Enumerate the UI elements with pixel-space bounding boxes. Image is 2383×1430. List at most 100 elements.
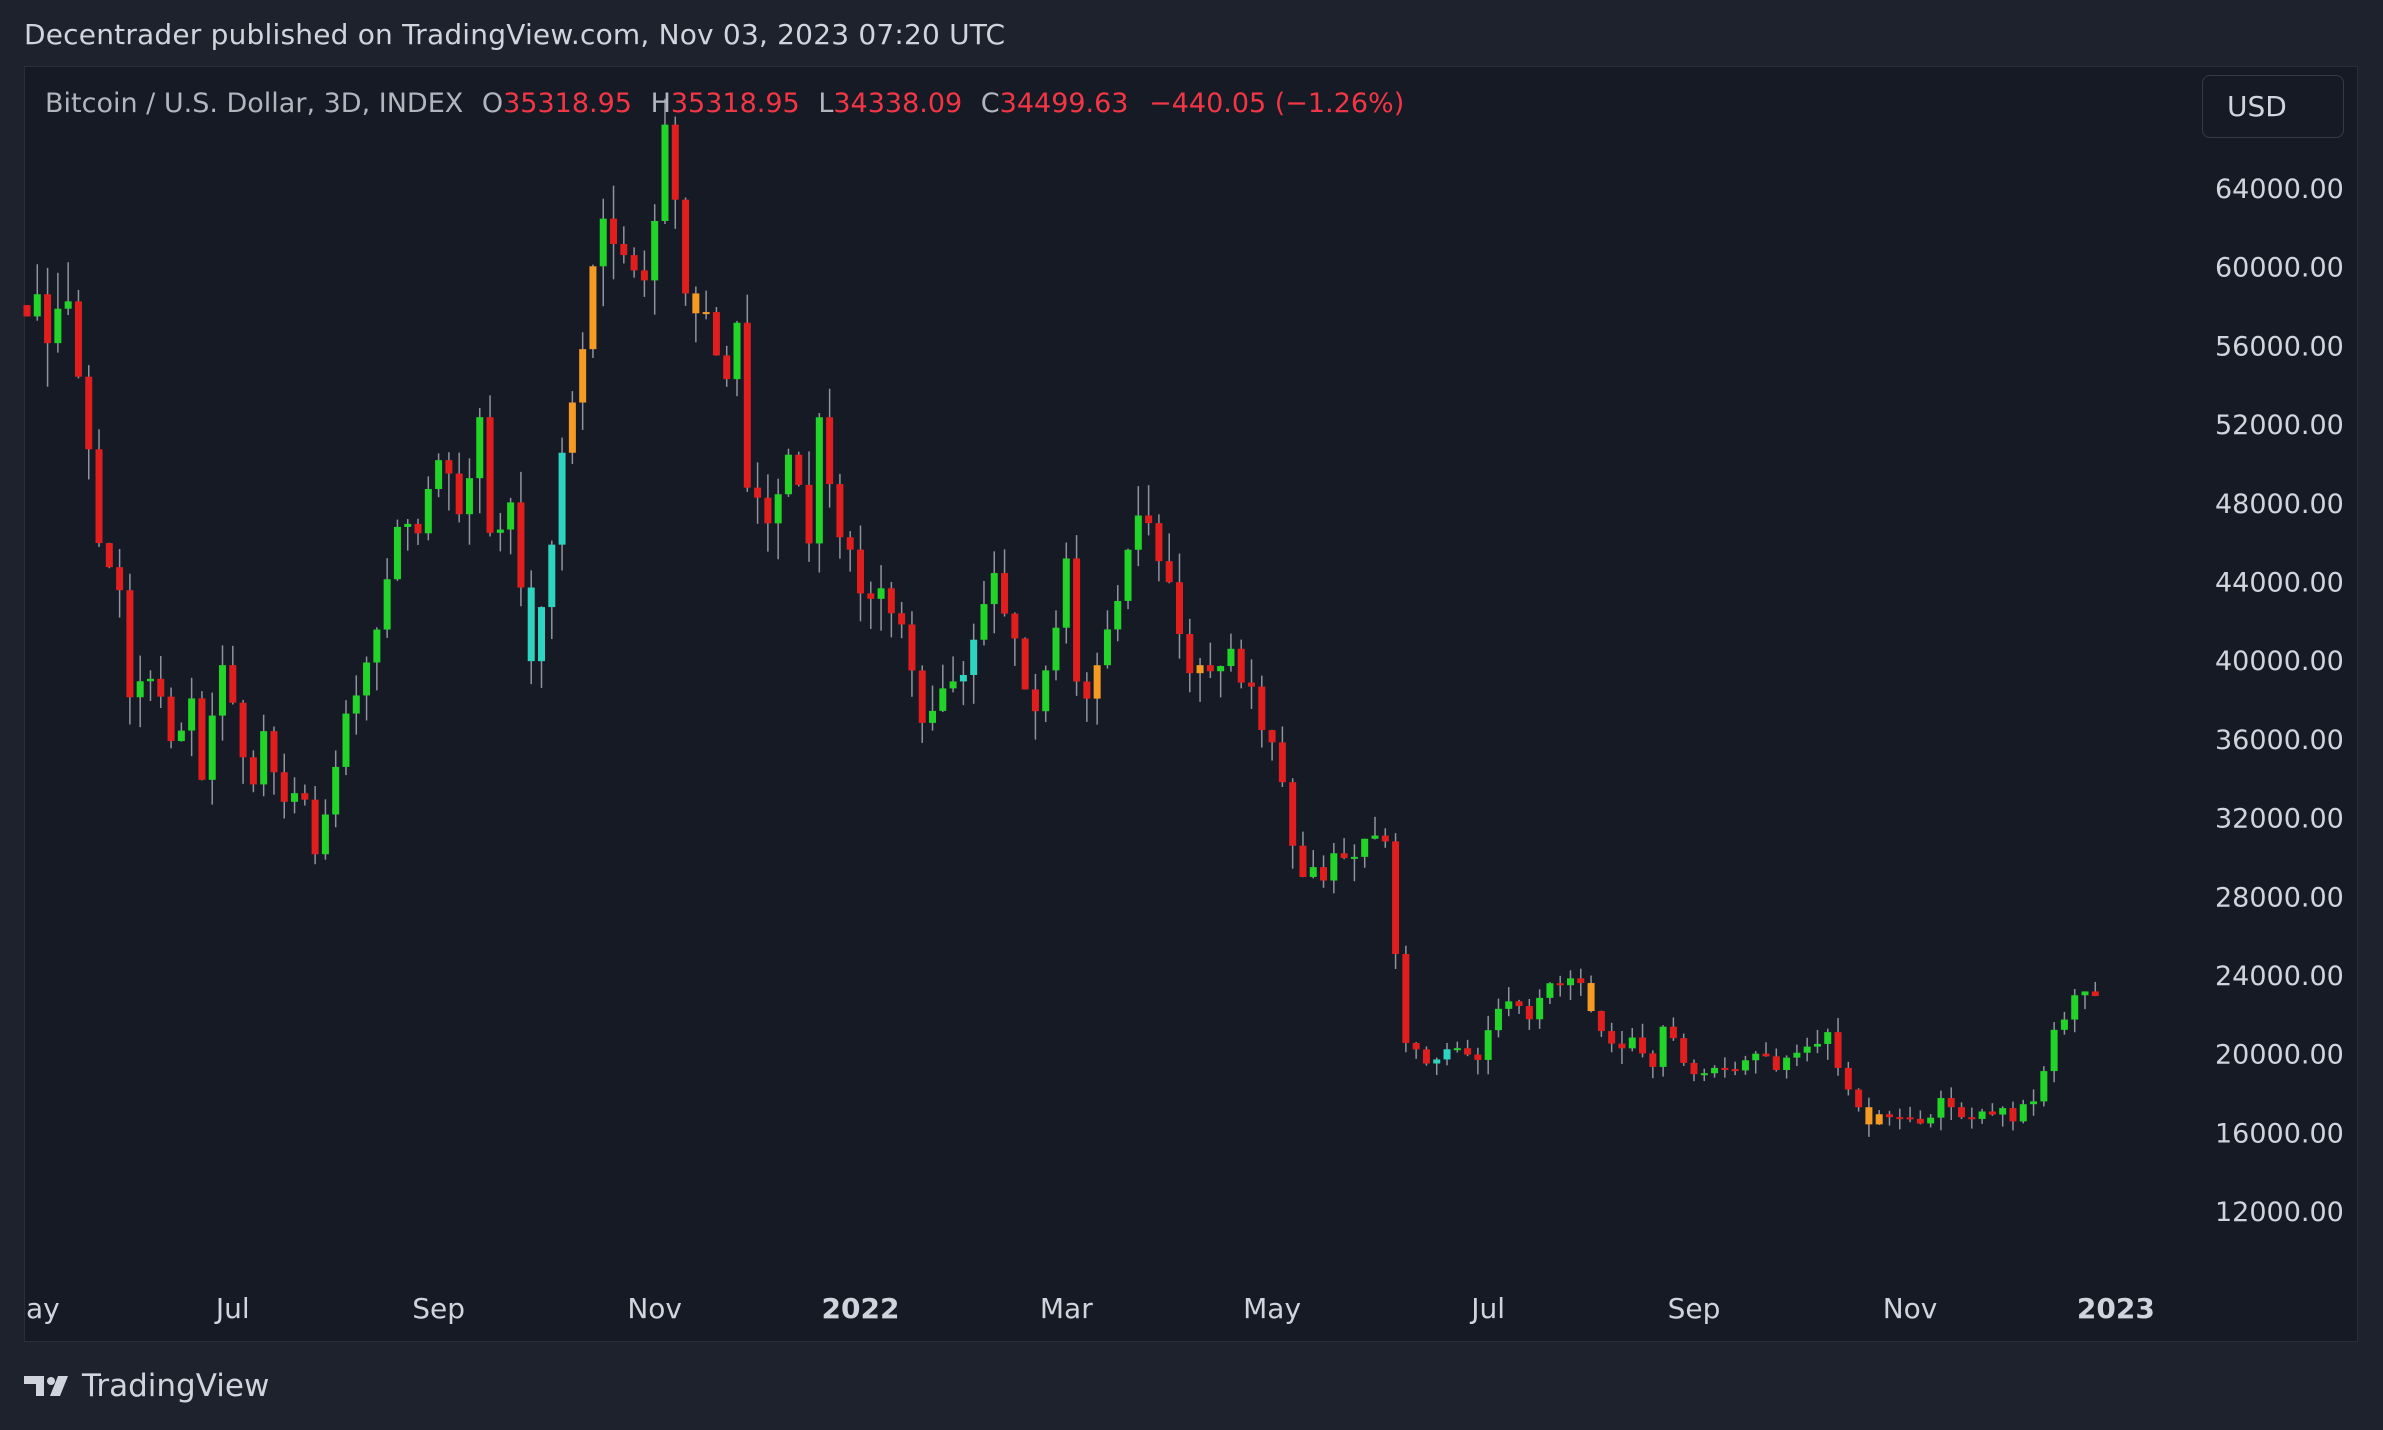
candle-body (1155, 523, 1163, 562)
y-tick-label: 12000.00 (2215, 1197, 2344, 1228)
candle-body (1813, 1043, 1821, 1047)
candle-body (1546, 983, 1554, 998)
candle-body (2050, 1029, 2058, 1072)
candle-body (784, 454, 792, 495)
candle-body (1968, 1117, 1976, 1120)
candle-body (2060, 1019, 2068, 1030)
candle-body (1165, 561, 1173, 583)
candle-body (1484, 1030, 1492, 1060)
symbol-legend: Bitcoin / U.S. Dollar, 3D, INDEX O35318.… (45, 88, 1404, 119)
candle-body (1875, 1114, 1883, 1125)
candle-body (188, 698, 196, 731)
candle-body (610, 218, 618, 245)
candle-body (774, 494, 782, 524)
y-tick-label: 28000.00 (2215, 882, 2344, 913)
candle-body (85, 376, 93, 450)
candle-body (558, 452, 566, 545)
candle-body (1844, 1067, 1852, 1090)
candle-body (1248, 682, 1256, 687)
publish-info: Decentrader published on TradingView.com… (24, 18, 1006, 51)
candle-body (146, 678, 154, 682)
candle-body (229, 665, 237, 703)
candle-body (1412, 1042, 1420, 1050)
candle-body (198, 698, 206, 780)
x-tick-label: Nov (627, 1292, 682, 1325)
candle-body (1433, 1059, 1441, 1064)
candle-body (352, 695, 360, 714)
candle-body (980, 604, 988, 640)
candle-body (1103, 629, 1111, 666)
candle-body (177, 730, 185, 742)
candle-body (1392, 841, 1400, 954)
candle-body (1649, 1053, 1657, 1067)
candle-body (105, 543, 113, 568)
y-tick-label: 40000.00 (2215, 646, 2344, 677)
footer-brand[interactable]: TradingView (24, 1365, 269, 1407)
candle-body (918, 670, 926, 723)
candle-body (507, 502, 515, 530)
candle-body (1927, 1117, 1935, 1124)
candle-body (939, 688, 947, 711)
close-label: C (980, 88, 1000, 119)
candle-body (414, 523, 422, 534)
candle-body (856, 549, 864, 594)
candle-body (949, 681, 957, 689)
candle-body (2071, 995, 2079, 1020)
candle-body (1134, 515, 1142, 550)
high-label: H (650, 88, 671, 119)
candle-body (723, 355, 731, 380)
candle-body (1762, 1053, 1770, 1057)
candle-body (1145, 515, 1153, 524)
candle-body (1073, 558, 1081, 682)
candle-body (1865, 1107, 1873, 1125)
candle-body (1021, 638, 1029, 690)
candle-body (157, 678, 165, 697)
x-tick-label: 2023 (2077, 1292, 2155, 1325)
candle-body (1093, 665, 1101, 699)
candle-body (1639, 1037, 1647, 1054)
candle-body (1083, 681, 1091, 699)
candle-body (54, 308, 62, 344)
candle-body (1031, 689, 1039, 712)
candle-body (1988, 1111, 1996, 1115)
x-tick-label: 2022 (822, 1292, 900, 1325)
candle-body (1278, 742, 1286, 783)
candle-body (393, 526, 401, 580)
chart-panel[interactable] (24, 66, 2358, 1342)
candle-body (424, 489, 432, 534)
currency-button[interactable]: USD (2202, 75, 2344, 138)
candle-body (486, 417, 494, 533)
candle-body (1659, 1026, 1667, 1067)
candle-body (1628, 1037, 1636, 1049)
candle-body (630, 255, 638, 271)
candle-body (1196, 665, 1204, 674)
candle-body (126, 590, 134, 698)
candle-body (1186, 633, 1194, 674)
candle-body (311, 799, 319, 855)
candle-body (1443, 1049, 1451, 1060)
y-tick-label: 44000.00 (2215, 568, 2344, 599)
candle-body (1052, 627, 1060, 671)
close-value: 34499.63 (999, 88, 1129, 119)
x-tick-label: Nov (1883, 1292, 1938, 1325)
candle-body (898, 613, 906, 625)
candle-body (342, 713, 350, 767)
symbol-name[interactable]: Bitcoin / U.S. Dollar, 3D, INDEX (45, 88, 464, 119)
candle-body (712, 312, 720, 356)
footer-brand-name: TradingView (82, 1368, 270, 1404)
y-tick-label: 60000.00 (2215, 253, 2344, 284)
candle-body (465, 478, 473, 515)
candle-body (74, 301, 82, 377)
candle-body (1268, 730, 1276, 743)
candle-body (2009, 1108, 2017, 1122)
y-tick-label: 20000.00 (2215, 1040, 2344, 1071)
candle-body (970, 639, 978, 675)
candle-body (599, 218, 607, 267)
high-value: 35318.95 (670, 88, 800, 119)
candle-body (1350, 856, 1358, 859)
candle-body (2081, 991, 2089, 996)
candle-body (1001, 573, 1009, 614)
candle-body (538, 607, 545, 662)
x-tick-label: Sep (412, 1292, 465, 1325)
